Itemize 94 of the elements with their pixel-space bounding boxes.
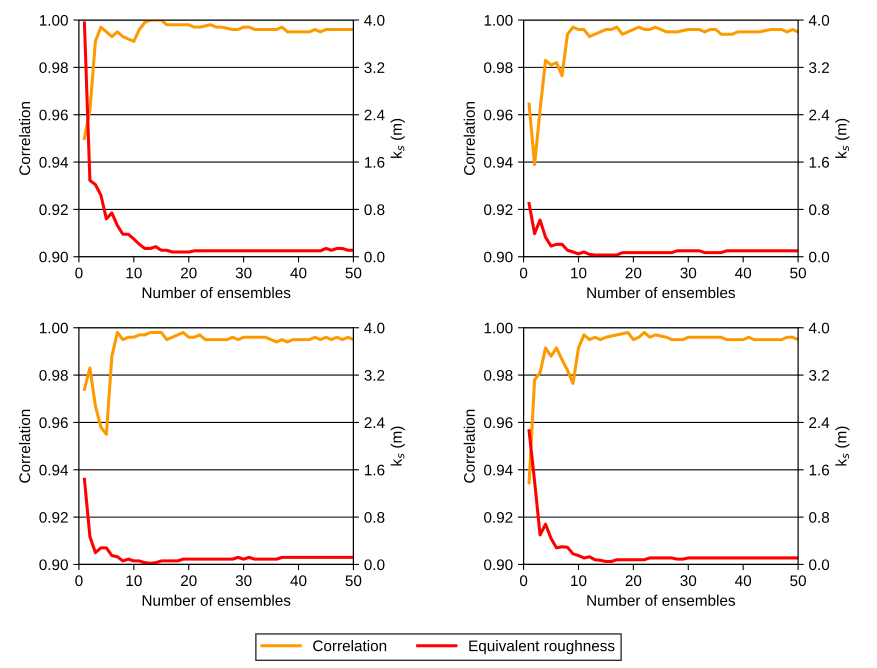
y-tick-label: 0.96 xyxy=(39,110,68,120)
x-tick-label: 30 xyxy=(236,268,252,278)
x-tick-label: 40 xyxy=(735,268,752,278)
y-tick-label: 0.96 xyxy=(484,417,513,428)
x-tick-label: 40 xyxy=(290,268,306,278)
y2-tick-label: 4.0 xyxy=(808,322,830,334)
y-tick-label: 0.90 xyxy=(484,252,513,262)
x-axis-title: Number of ensembles xyxy=(587,594,736,606)
line-series xyxy=(82,20,354,140)
y-tick-label: 0.90 xyxy=(484,559,513,570)
x-tick-label: 10 xyxy=(126,268,142,278)
y2-tick-label: 4.0 xyxy=(364,322,384,334)
y-axis-title: Correlation xyxy=(464,102,475,175)
y2-tick-label: 0.0 xyxy=(809,559,830,570)
x-axis-title: Number of ensembles xyxy=(587,286,736,298)
y2-tick-label: 2.4 xyxy=(809,417,830,428)
line-series xyxy=(528,26,798,166)
y2-tick-label: 2.4 xyxy=(364,417,385,428)
y2-tick-label: 0.8 xyxy=(809,512,830,523)
x-tick-label: 50 xyxy=(346,575,362,586)
y2-tick-label: 1.6 xyxy=(810,156,830,168)
line-series xyxy=(82,478,354,564)
y-tick-label: 0.98 xyxy=(484,370,513,381)
y2-tick-label: 2.4 xyxy=(809,110,830,120)
x-axis-title: Number of ensembles xyxy=(142,594,290,606)
y-tick-label: 1.00 xyxy=(40,322,68,334)
line-series xyxy=(528,330,798,484)
x-tick-label: 20 xyxy=(180,268,197,278)
y2-tick-label: 3.2 xyxy=(809,62,829,74)
y-tick-label: 0.90 xyxy=(39,559,68,570)
y-tick-label: 0.92 xyxy=(39,512,68,523)
x-tick-label: 10 xyxy=(126,575,142,586)
y-tick-label: 0.92 xyxy=(484,204,512,216)
line-series xyxy=(528,429,798,564)
y2-tick-label: 0.8 xyxy=(809,204,830,216)
x-tick-label: 30 xyxy=(236,575,252,586)
y-tick-label: 1.00 xyxy=(484,14,513,26)
x-tick-label: 0 xyxy=(75,268,83,278)
y-axis-title: Correlation xyxy=(18,410,30,483)
y2-tick-label: 1.6 xyxy=(810,464,830,476)
y2-tick-label: 4.0 xyxy=(808,14,830,26)
y-tick-label: 0.98 xyxy=(39,370,68,381)
y-tick-label: 0.94 xyxy=(39,464,68,476)
x-tick-label: 0 xyxy=(75,575,83,586)
x-tick-label: 40 xyxy=(290,575,306,586)
y-tick-label: 0.92 xyxy=(484,512,512,523)
x-tick-label: 50 xyxy=(790,268,806,278)
y-tick-label: 1.00 xyxy=(40,14,68,26)
y-tick-label: 0.94 xyxy=(484,464,513,476)
y2-axis-title: k$_{s}$ (m) xyxy=(835,118,850,158)
y2-tick-label: 0.8 xyxy=(364,512,384,523)
y-tick-label: 0.98 xyxy=(39,62,68,74)
y2-tick-label: 1.6 xyxy=(364,156,384,168)
legend-label: Correlation xyxy=(313,640,386,652)
x-tick-label: 10 xyxy=(571,268,586,278)
x-tick-label: 50 xyxy=(790,575,806,586)
line-series xyxy=(528,202,798,256)
x-tick-label: 30 xyxy=(680,575,696,586)
y2-tick-label: 1.6 xyxy=(364,464,384,476)
x-tick-label: 0 xyxy=(520,268,528,278)
y-tick-label: 0.98 xyxy=(484,62,513,74)
y2-tick-label: 0.0 xyxy=(364,252,384,262)
y2-tick-label: 3.2 xyxy=(809,370,829,381)
y-axis-title: Correlation xyxy=(18,102,30,175)
legend-label: Equivalent roughness xyxy=(469,640,614,654)
y2-tick-label: 0.0 xyxy=(809,252,830,262)
y2-tick-label: 2.4 xyxy=(364,110,385,120)
y2-axis-title: k$_{s}$ (m) xyxy=(390,426,405,466)
y2-axis-title: k$_{s}$ (m) xyxy=(835,426,850,466)
x-tick-label: 30 xyxy=(680,268,696,278)
x-tick-label: 20 xyxy=(626,575,642,586)
x-tick-label: 10 xyxy=(571,575,586,586)
y-tick-label: 1.00 xyxy=(484,322,513,334)
x-tick-label: 20 xyxy=(626,268,642,278)
y-tick-label: 0.94 xyxy=(484,156,513,168)
y2-axis-title: k$_{s}$ (m) xyxy=(390,118,405,158)
line-series xyxy=(82,21,354,254)
y2-tick-label: 3.2 xyxy=(364,370,384,381)
x-tick-label: 20 xyxy=(180,575,197,586)
x-tick-label: 40 xyxy=(735,575,752,586)
line-series xyxy=(82,330,354,436)
y2-tick-label: 3.2 xyxy=(364,62,384,74)
y2-tick-label: 0.8 xyxy=(364,204,384,216)
x-tick-label: 50 xyxy=(346,268,362,278)
x-axis-title: Number of ensembles xyxy=(142,286,290,298)
y-tick-label: 0.94 xyxy=(39,156,68,168)
y-tick-label: 0.90 xyxy=(39,252,68,262)
y2-tick-label: 4.0 xyxy=(364,14,384,26)
x-tick-label: 0 xyxy=(520,575,528,586)
y-tick-label: 0.96 xyxy=(484,110,513,120)
y-axis-title: Correlation xyxy=(464,410,475,483)
y-tick-label: 0.92 xyxy=(39,204,68,216)
y2-tick-label: 0.0 xyxy=(364,559,384,570)
y-tick-label: 0.96 xyxy=(39,417,68,428)
